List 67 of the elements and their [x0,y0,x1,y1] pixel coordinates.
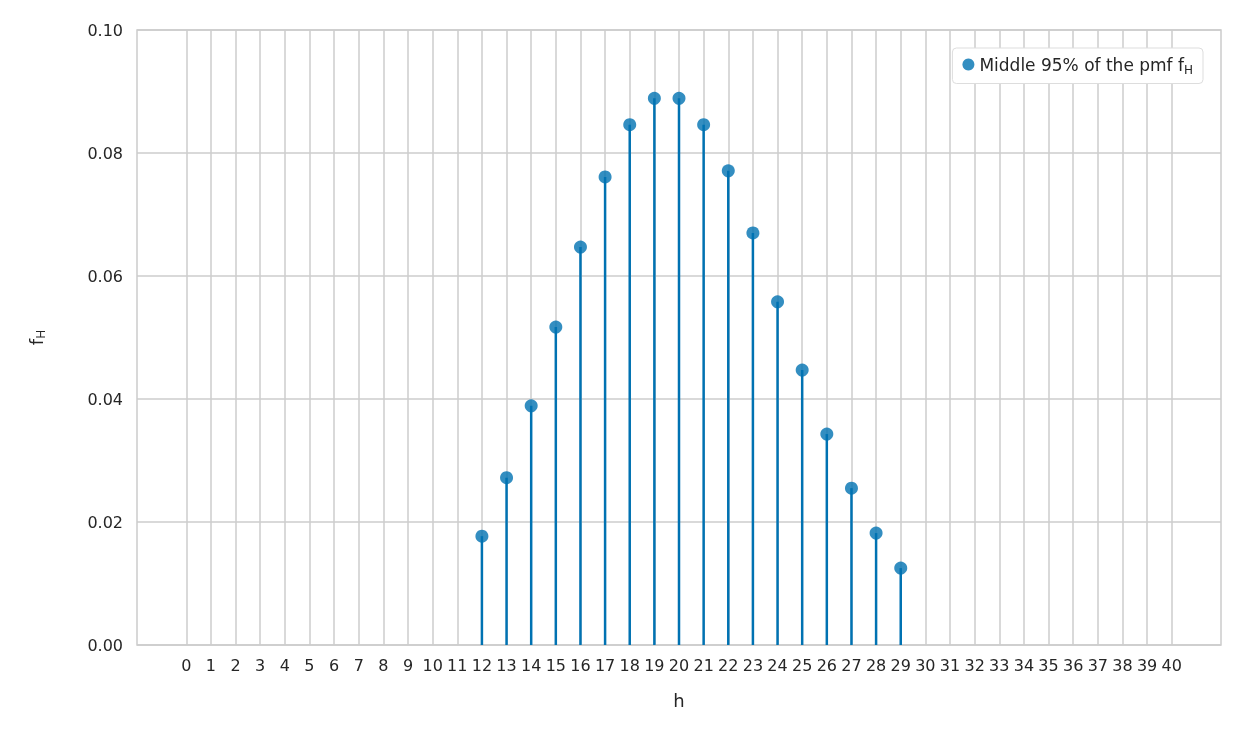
x-tick-label: 11 [447,655,468,675]
y-tick-label: 0.00 [87,635,123,655]
x-tick-label: 32 [964,655,985,675]
point [500,471,514,485]
x-tick-label: 40 [1161,655,1182,675]
x-tick-label: 24 [767,655,788,675]
x-tick-label: 8 [378,655,389,675]
y-tick-label: 0.10 [87,20,123,40]
x-tick-label: 39 [1136,655,1158,675]
point [721,164,735,178]
y-tick-label: 0.06 [87,266,123,286]
x-tick-label: 6 [329,655,340,675]
x-tick-label: 33 [989,655,1010,675]
x-tick-label: 38 [1112,655,1133,675]
x-tick-label: 5 [304,655,315,675]
x-tick-label: 35 [1038,655,1059,675]
x-tick-label: 25 [792,655,813,675]
point [795,363,809,377]
x-tick-label: 17 [594,655,616,675]
point [623,118,637,132]
point [672,91,686,105]
x-tick-label: 4 [279,655,290,675]
y-tick-label: 0.02 [87,512,123,532]
x-tick-label: 29 [890,655,911,675]
point [771,295,785,309]
x-tick-label: 37 [1087,655,1108,675]
x-tick-label: 0 [181,655,192,675]
point [524,399,538,413]
x-tick-label: 31 [939,655,961,675]
point [697,118,711,132]
x-tick-label: 27 [841,655,862,675]
x-tick-label: 14 [521,655,542,675]
point [844,481,858,495]
x-tick-label: 10 [422,655,443,675]
x-tick-label: 1 [205,655,216,675]
x-tick-label: 13 [496,655,517,675]
point [573,240,587,254]
x-tick-label: 12 [471,655,493,675]
x-tick-label: 22 [718,655,739,675]
y-tick-label: 0.04 [87,389,123,409]
x-tick-label: 15 [545,655,566,675]
x-tick-label: 26 [816,655,837,675]
x-tick-label: 36 [1063,655,1084,675]
point [894,561,908,575]
point [475,529,489,543]
x-tick-label: 20 [668,655,690,675]
point [647,91,661,105]
x-tick-label: 2 [230,655,241,675]
x-tick-label: 21 [693,655,714,675]
point [598,170,612,184]
x-tick-label: 28 [865,655,887,675]
x-tick-label: 3 [255,655,266,675]
x-tick-label: 19 [644,655,665,675]
point [549,320,563,334]
point [746,226,760,240]
x-tick-label: 9 [402,655,414,675]
x-tick-label: 7 [353,655,364,675]
point [820,427,834,441]
x-tick-label: 23 [742,655,764,675]
x-tick-label: 30 [915,655,936,675]
x-tick-label: 34 [1013,655,1035,675]
y-tick-label: 0.08 [87,143,123,163]
y-axis-title: fH [25,329,48,346]
point [869,526,883,540]
x-axis-title: h [673,689,685,711]
x-tick-label: 18 [619,655,640,675]
x-tick-label: 16 [570,655,591,675]
